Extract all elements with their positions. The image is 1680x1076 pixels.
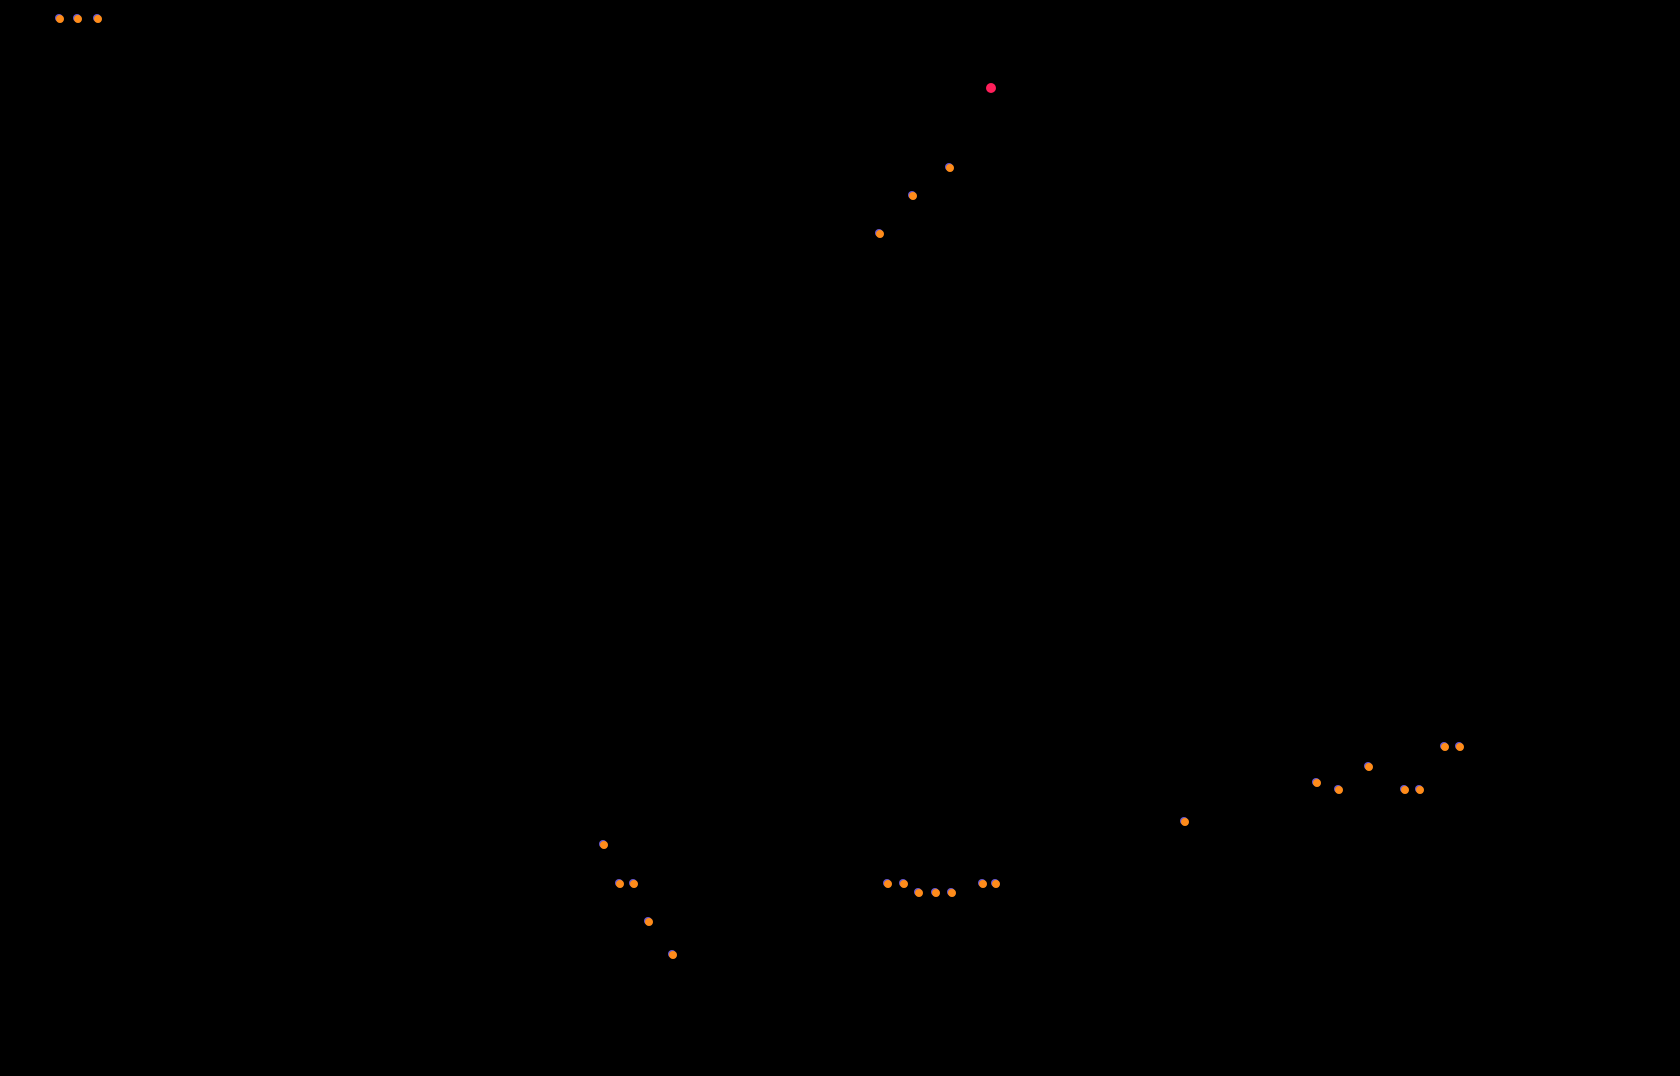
scatter-point (1456, 743, 1464, 751)
scatter-chart (0, 0, 1680, 1076)
scatter-point (992, 880, 1000, 888)
scatter-point (915, 889, 923, 897)
scatter-point (74, 15, 82, 23)
scatter-point (909, 192, 917, 200)
scatter-point (94, 15, 102, 23)
scatter-point (932, 889, 940, 897)
scatter-point (1313, 779, 1321, 787)
scatter-point (900, 880, 908, 888)
scatter-point (946, 164, 954, 172)
scatter-point-highlight (986, 83, 996, 93)
scatter-point (669, 951, 677, 959)
scatter-point (56, 15, 64, 23)
scatter-point (1401, 786, 1409, 794)
scatter-point (1365, 763, 1373, 771)
scatter-point (1181, 818, 1189, 826)
scatter-point (600, 841, 608, 849)
scatter-point (948, 889, 956, 897)
scatter-point (630, 880, 638, 888)
scatter-point (645, 918, 653, 926)
scatter-point (1335, 786, 1343, 794)
scatter-point (979, 880, 987, 888)
scatter-point (884, 880, 892, 888)
scatter-point (1441, 743, 1449, 751)
scatter-point (1416, 786, 1424, 794)
scatter-point (876, 230, 884, 238)
scatter-point (616, 880, 624, 888)
